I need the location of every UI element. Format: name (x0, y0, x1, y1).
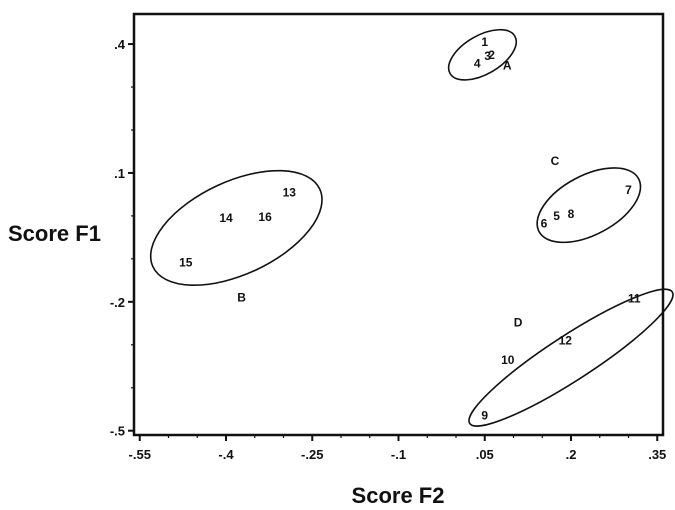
point-label-6: 6 (541, 217, 548, 231)
group-ellipse-d (468, 288, 674, 427)
x-tick-label: -.4 (218, 447, 234, 462)
point-label-4: 4 (474, 56, 481, 70)
point-label-9: 9 (481, 409, 488, 423)
x-tick-label: .35 (648, 447, 666, 462)
point-label-2: 2 (488, 48, 495, 62)
point-label-16: 16 (258, 210, 272, 224)
point-label-3: 3 (484, 49, 491, 63)
group-ellipse-b (149, 169, 323, 287)
group-ellipse-a (447, 28, 518, 81)
group-label-b: B (237, 291, 246, 305)
point-label-10: 10 (501, 353, 515, 367)
y-tick-label: .1 (114, 166, 125, 181)
point-label-7: 7 (625, 183, 632, 197)
x-tick-label: .05 (476, 447, 494, 462)
group-label-d: D (514, 315, 523, 329)
y-tick-label: -.2 (110, 295, 125, 310)
x-axis-title: Score F2 (352, 483, 445, 508)
point-label-14: 14 (219, 211, 233, 225)
plot-frame (132, 12, 665, 437)
y-tick-label: .4 (114, 37, 126, 52)
point-label-12: 12 (559, 333, 573, 347)
y-tick-label: -.5 (110, 424, 125, 439)
point-label-8: 8 (568, 207, 575, 221)
point-label-5: 5 (553, 209, 560, 223)
group-label-c: C (551, 154, 560, 168)
point-label-13: 13 (283, 185, 297, 199)
point-label-11: 11 (628, 291, 641, 305)
x-tick-label: -.25 (301, 447, 323, 462)
x-tick-label: .2 (566, 447, 577, 462)
x-tick-label: -.1 (391, 447, 406, 462)
x-tick-label: -.55 (129, 447, 151, 462)
point-label-1: 1 (481, 35, 488, 49)
group-ellipse-c (536, 167, 642, 244)
point-label-15: 15 (179, 255, 193, 269)
y-axis-title: Score F1 (8, 221, 101, 246)
group-label-a: A (503, 59, 512, 73)
